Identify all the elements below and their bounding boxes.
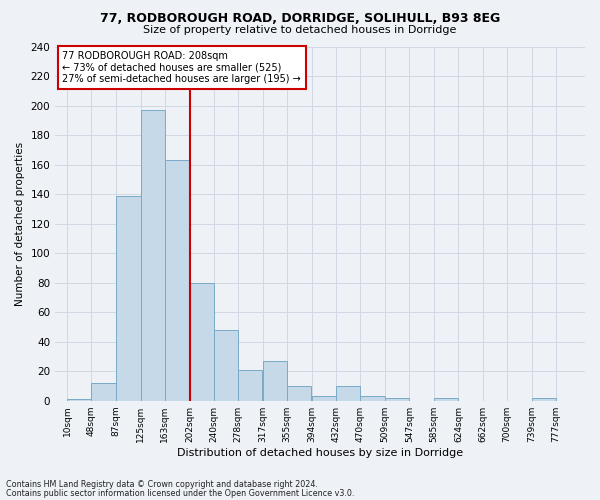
Bar — [312, 396, 336, 400]
X-axis label: Distribution of detached houses by size in Dorridge: Distribution of detached houses by size … — [177, 448, 463, 458]
Bar — [165, 160, 189, 400]
Text: 77 RODBOROUGH ROAD: 208sqm
← 73% of detached houses are smaller (525)
27% of sem: 77 RODBOROUGH ROAD: 208sqm ← 73% of deta… — [62, 51, 301, 84]
Bar — [116, 196, 140, 400]
Bar — [67, 399, 91, 400]
Text: Size of property relative to detached houses in Dorridge: Size of property relative to detached ho… — [143, 25, 457, 35]
Text: Contains public sector information licensed under the Open Government Licence v3: Contains public sector information licen… — [6, 488, 355, 498]
Bar — [263, 361, 287, 401]
Bar — [238, 370, 262, 400]
Bar — [91, 383, 116, 400]
Bar — [336, 386, 361, 400]
Bar — [361, 396, 385, 400]
Bar — [434, 398, 458, 400]
Y-axis label: Number of detached properties: Number of detached properties — [15, 142, 25, 306]
Bar — [214, 330, 238, 400]
Bar — [287, 386, 311, 400]
Text: Contains HM Land Registry data © Crown copyright and database right 2024.: Contains HM Land Registry data © Crown c… — [6, 480, 318, 489]
Bar — [190, 282, 214, 401]
Text: 77, RODBOROUGH ROAD, DORRIDGE, SOLIHULL, B93 8EG: 77, RODBOROUGH ROAD, DORRIDGE, SOLIHULL,… — [100, 12, 500, 26]
Bar — [385, 398, 409, 400]
Bar — [532, 398, 556, 400]
Bar — [140, 110, 165, 401]
